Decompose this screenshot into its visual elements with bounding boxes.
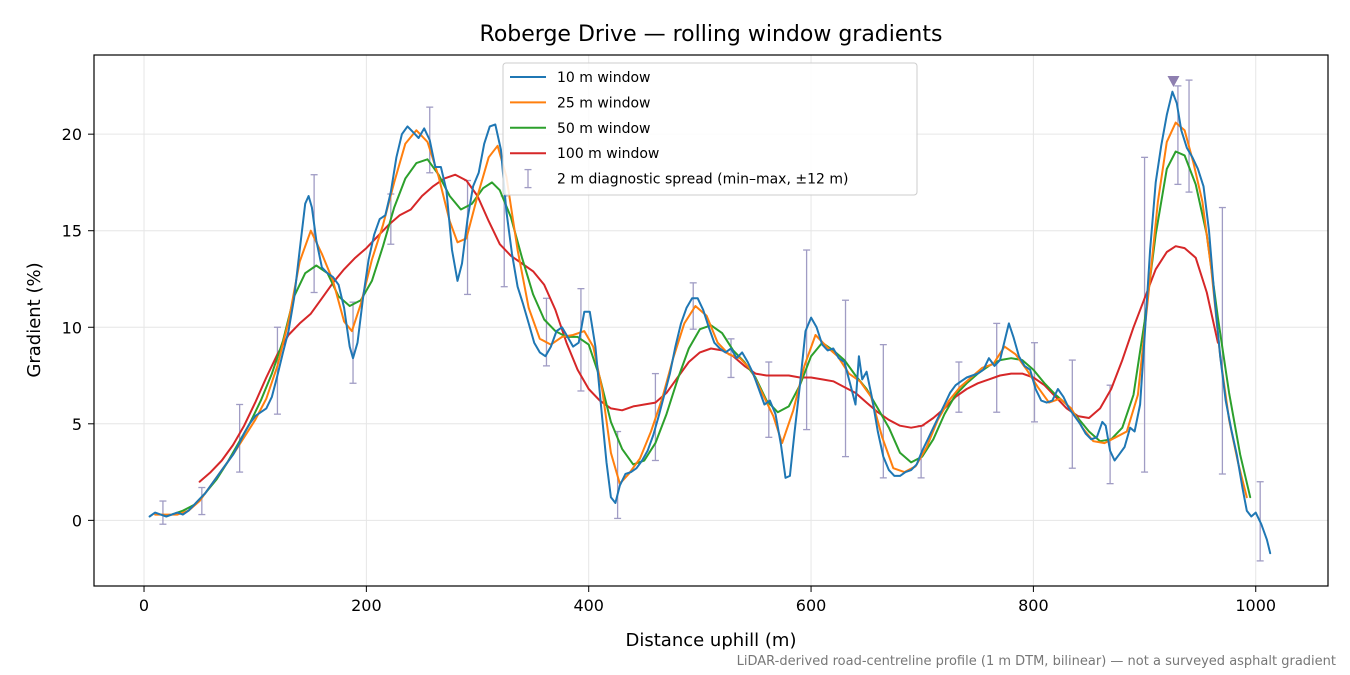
legend-box (502, 62, 918, 196)
x-tick-label: 1000 (1235, 596, 1276, 615)
spread-bar (1174, 85, 1182, 186)
spread-bar (842, 299, 850, 458)
x-tick-label: 600 (796, 596, 827, 615)
y-tick-label: 10 (62, 318, 82, 337)
legend-label: 50 m window (557, 121, 650, 137)
spread-bar (198, 486, 206, 516)
legend-label: 25 m window (557, 95, 650, 111)
legend: 10 m window 25 m window 50 m window 100 m w… (502, 62, 918, 196)
legend-label: 2 m diagnostic spread (min–max, ±12 m) (557, 172, 848, 188)
y-tick-label: 5 (72, 415, 82, 434)
x-tick-label: 400 (573, 596, 604, 615)
spread-bar (273, 326, 281, 415)
axis-ticks: 0 200 400 600 800 1000 0 5 10 15 20 (62, 125, 1276, 615)
spread-bar (159, 500, 167, 525)
spread-bar (689, 282, 697, 330)
y-axis-label: Gradient (%) (24, 262, 45, 377)
x-tick-label: 800 (1018, 596, 1049, 615)
series-lines (148, 90, 1272, 555)
x-axis-label: Distance uphill (m) (626, 630, 797, 651)
spread-bar (1218, 206, 1226, 475)
x-tick-label: 0 (139, 596, 149, 615)
spread-bar (993, 322, 1001, 413)
footnote: LiDAR-derived road-centreline profile (1… (737, 654, 1336, 669)
spread-bar (1185, 79, 1193, 193)
spread-bar (236, 403, 244, 473)
chart-title: Roberge Drive — rolling window gradients (480, 22, 943, 47)
spread-bar (310, 174, 318, 294)
peak-markers (1167, 76, 1180, 88)
y-tick-label: 0 (72, 511, 82, 530)
x-tick-label: 200 (351, 596, 382, 615)
y-tick-label: 20 (62, 125, 82, 144)
series-line-10-m-window (148, 90, 1272, 555)
plot-frame (93, 54, 1329, 587)
spread-bar (803, 249, 811, 431)
y-tick-label: 15 (62, 222, 82, 241)
legend-label: 100 m window (557, 146, 659, 162)
series-line-100-m-window (198, 173, 1219, 483)
legend-label: 10 m window (557, 70, 650, 86)
peak-marker-triangle (1167, 76, 1180, 88)
